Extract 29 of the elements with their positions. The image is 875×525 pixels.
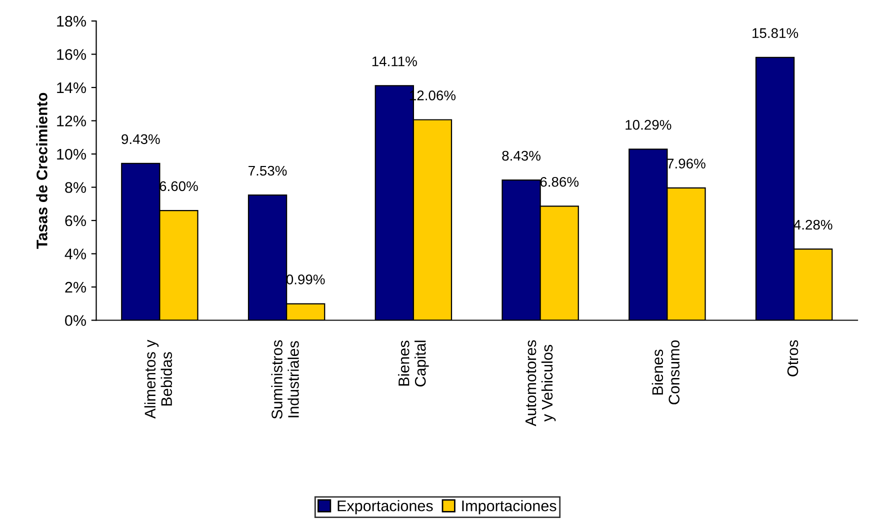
y-tick-label: 4% [64, 248, 86, 260]
x-tick-label: Otros [787, 340, 798, 376]
data-label: 8.43% [502, 150, 540, 161]
y-tick-label: 2% [65, 282, 86, 293]
data-label: 15.81% [752, 28, 798, 38]
data-label: 6.60% [160, 181, 198, 192]
y-tick-label: 6% [65, 215, 86, 226]
x-tick-label: Suministros Industriales [271, 340, 299, 419]
data-label: 4.28% [794, 220, 832, 230]
y-tick-label: 10% [57, 148, 86, 160]
y-tick-label: 12% [57, 116, 86, 126]
x-tick-label: Bienes Capital [398, 340, 429, 386]
x-tick-label: Automotores y Vehiculos [526, 340, 556, 426]
y-tick-label: 14% [57, 82, 86, 94]
data-label: 7.53% [248, 166, 287, 176]
y-tick-label: 8% [65, 182, 86, 193]
x-tick-label: Bienes Consumo [652, 340, 680, 404]
y-tick-label: 0% [65, 315, 86, 326]
legend-label: Importaciones [462, 500, 556, 514]
data-label: 10.29% [626, 120, 672, 130]
data-label: 9.43% [122, 134, 160, 144]
y-axis-title: Tasas de Crecimiento [36, 92, 48, 249]
x-tick-label: Alimentos y Bebidas [144, 340, 172, 419]
y-tick-label: 18% [57, 16, 86, 27]
y-tick-label: 16% [57, 49, 86, 60]
data-label: 14.11% [372, 56, 417, 66]
legend-label: Exportaciones [338, 500, 433, 514]
data-label: 7.96% [667, 158, 706, 169]
data-label: 0.99% [286, 274, 325, 284]
